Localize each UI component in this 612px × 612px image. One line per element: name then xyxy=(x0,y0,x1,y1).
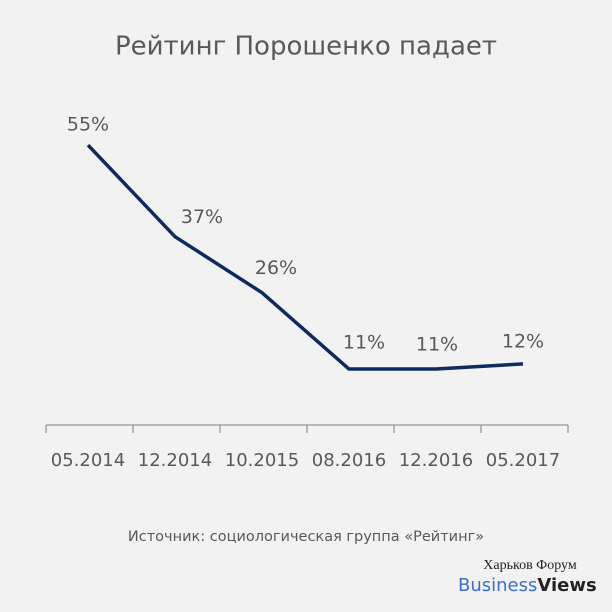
x-tick-label: 05.2014 xyxy=(51,450,125,471)
watermark-brand: BusinessViews xyxy=(458,575,597,596)
watermark-line: Харьков Форум xyxy=(483,558,577,573)
x-tick-label: 10.2015 xyxy=(225,450,299,471)
watermark-brand-b: Views xyxy=(537,575,596,596)
data-label: 55% xyxy=(67,114,109,136)
x-tick-label: 12.2016 xyxy=(399,450,473,471)
chart-title: Рейтинг Порошенко падает xyxy=(115,32,497,62)
source: Источник: социологическая группа «Рейтин… xyxy=(128,529,484,545)
data-label: 26% xyxy=(255,257,297,279)
watermark-brand-a: Business xyxy=(458,575,537,596)
x-tick-label: 12.2014 xyxy=(138,450,212,471)
data-label: 11% xyxy=(416,334,458,356)
x-tick-label: 08.2016 xyxy=(312,450,386,471)
line xyxy=(86,143,524,371)
data-label: 12% xyxy=(502,330,544,352)
x-tick-label: 05.2017 xyxy=(486,450,560,471)
data-label: 37% xyxy=(181,206,223,228)
data-label: 11% xyxy=(343,332,385,354)
